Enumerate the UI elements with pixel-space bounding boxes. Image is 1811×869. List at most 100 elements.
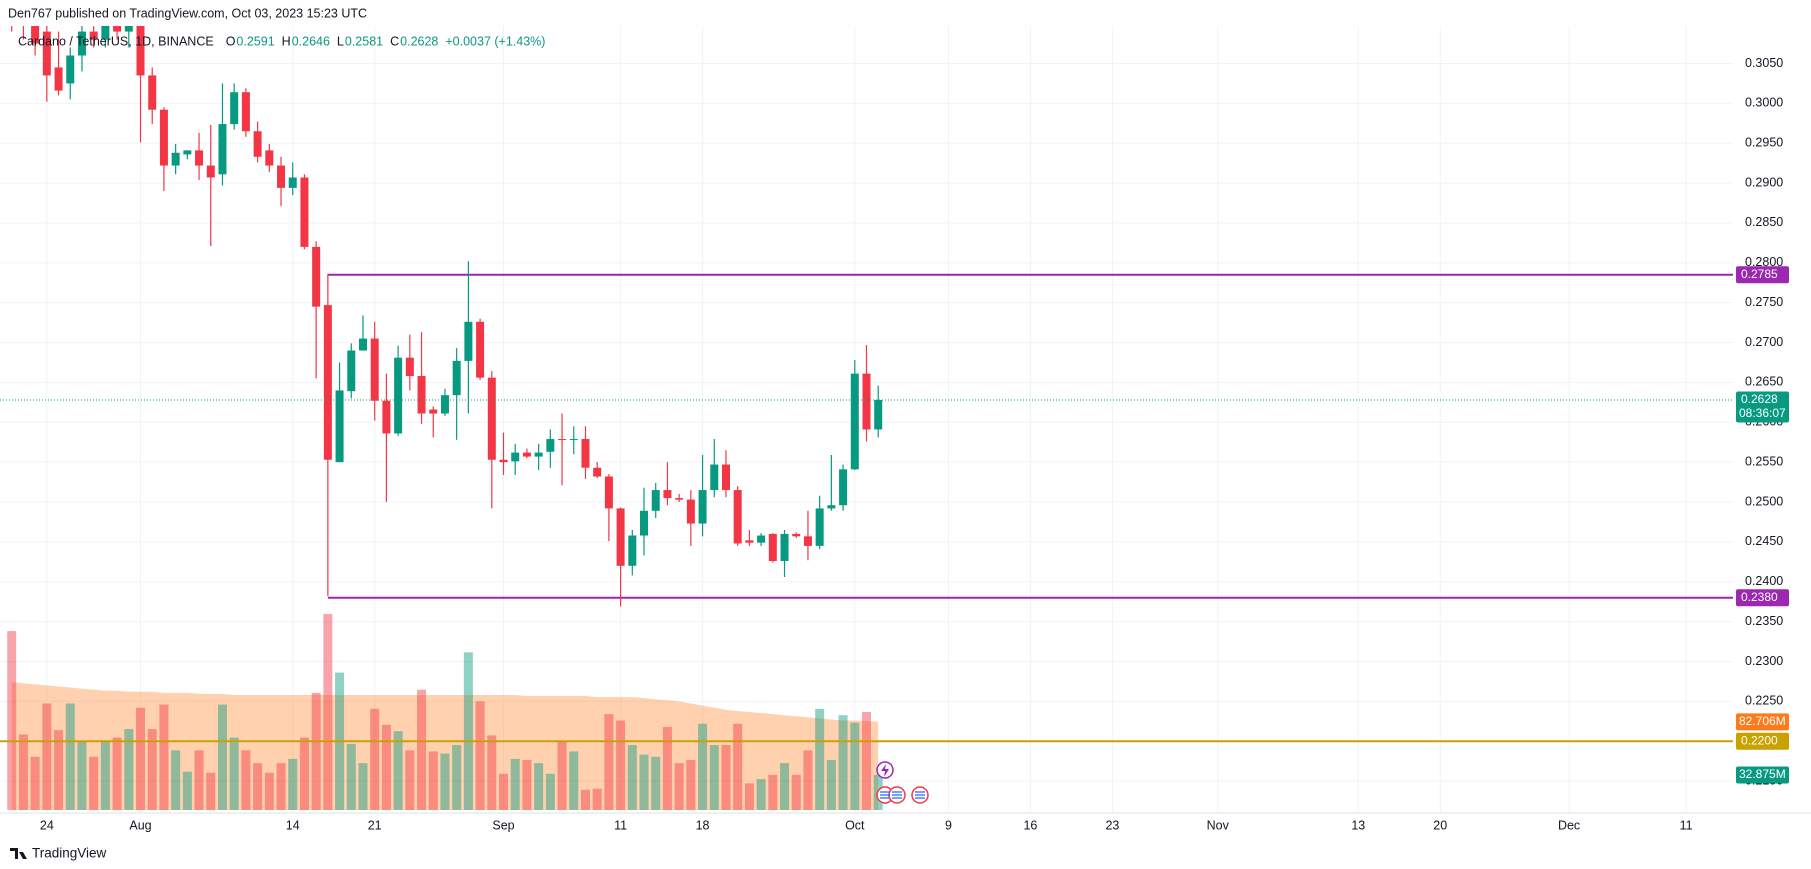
- volume-bar: [698, 723, 708, 810]
- candle-body: [335, 390, 344, 463]
- event-icon-glyph: [881, 764, 889, 777]
- x-tick-label: Nov: [1207, 818, 1230, 832]
- event-icon-glyph: [880, 791, 925, 799]
- candle-body: [850, 373, 859, 470]
- candle-body: [124, 26, 133, 32]
- candle-body: [101, 26, 110, 40]
- candle-body: [394, 357, 403, 434]
- candle-body: [241, 92, 250, 132]
- y-tick-label: 0.2900: [1745, 175, 1783, 189]
- legend-text: 0.2591: [236, 34, 274, 48]
- volume-bar: [299, 737, 309, 810]
- candle-body: [113, 26, 122, 32]
- candle-body: [499, 459, 508, 463]
- candle-body: [511, 452, 520, 462]
- volume-bar: [77, 741, 87, 810]
- candles: [0, 26, 1733, 607]
- y-tick-label: 0.2550: [1745, 454, 1783, 468]
- candle-body: [862, 373, 871, 430]
- candle-body: [148, 75, 157, 110]
- volume-bar: [463, 652, 473, 810]
- legend-text: L: [337, 34, 344, 48]
- volume-bar: [253, 763, 263, 810]
- volume-bar: [323, 614, 333, 810]
- volume-ma-label-box: [1736, 713, 1789, 731]
- volume-bar: [651, 756, 661, 810]
- volume-bar: [42, 703, 52, 810]
- candle-body: [464, 321, 473, 361]
- volume-bar: [370, 708, 380, 810]
- x-tick-label: 11: [614, 818, 627, 832]
- y-tick-label: 0.2750: [1745, 295, 1783, 309]
- volume-bar: [569, 751, 579, 810]
- candle-body: [405, 357, 414, 377]
- y-tick-label: 0.2700: [1745, 335, 1783, 349]
- legend-text: O: [226, 34, 236, 48]
- candle-body: [312, 246, 321, 307]
- candle-body: [300, 177, 309, 247]
- y-tick-label: 0.2450: [1745, 534, 1783, 548]
- candle-body: [792, 533, 801, 537]
- volume-bar: [440, 753, 450, 810]
- candle-body: [581, 439, 590, 468]
- candle-body: [382, 400, 391, 434]
- volume-bar: [311, 692, 321, 810]
- volume-bar: [522, 759, 532, 810]
- candle-body: [710, 464, 719, 491]
- header: Den767 published on TradingView.com, Oct…: [8, 6, 545, 48]
- publish-header: Den767 published on TradingView.com, Oct…: [8, 6, 367, 20]
- volume-bar: [862, 712, 871, 810]
- legend-text: 0.2646: [292, 34, 330, 48]
- x-tick-label: 20: [1433, 818, 1447, 832]
- volume-bar: [112, 737, 122, 810]
- x-tick-label: Aug: [129, 818, 151, 832]
- candle-body: [347, 350, 356, 392]
- volume-bar: [229, 737, 239, 810]
- candle-body: [218, 124, 227, 175]
- candle-body: [815, 508, 824, 546]
- volume-bar: [159, 704, 169, 810]
- volume-pane: [7, 614, 883, 810]
- volume-bar: [768, 774, 778, 810]
- candle-body: [522, 452, 531, 457]
- y-tick-label: 0.2800: [1745, 255, 1783, 269]
- volume-bar: [627, 745, 637, 810]
- x-tick-label: 9: [945, 818, 952, 832]
- volume-bar: [428, 751, 438, 810]
- volume-bar: [264, 772, 274, 810]
- volume-bar: [358, 763, 368, 810]
- candle-body: [803, 536, 812, 546]
- y-tick-label: 0.2300: [1745, 654, 1783, 668]
- level-label: 0.2200: [1741, 733, 1778, 747]
- volume-bar: [288, 758, 298, 810]
- levels: [0, 273, 1733, 743]
- candle-body: [323, 305, 332, 460]
- candle-body: [604, 476, 613, 509]
- candle-body: [89, 31, 98, 40]
- volume-bar: [733, 723, 743, 810]
- x-tick-label: 11: [1680, 818, 1693, 832]
- volume-bar: [850, 722, 860, 810]
- candle-body: [733, 490, 742, 544]
- candle-body: [183, 150, 192, 155]
- candle-body: [31, 26, 40, 44]
- volume-bar: [838, 715, 848, 810]
- volume-bar: [393, 731, 403, 810]
- volume-bar: [30, 756, 40, 810]
- candle-body: [757, 535, 766, 543]
- x-tick-label: 13: [1351, 818, 1365, 832]
- candle-body: [651, 490, 660, 511]
- volume-bar: [65, 703, 75, 810]
- candle-body: [136, 26, 145, 76]
- volume-bar: [756, 779, 766, 810]
- volume-bar: [686, 759, 696, 810]
- axes: 24Aug1421Sep1118Oct91623Nov1320Dec110.21…: [40, 56, 1789, 832]
- candle-body: [42, 31, 51, 76]
- y-tick-label: 0.2850: [1745, 215, 1783, 229]
- volume-bar: [826, 759, 836, 810]
- logo-icon: [10, 848, 27, 859]
- volume-bar: [100, 741, 110, 810]
- volume-bar: [89, 756, 99, 810]
- volume-bar: [791, 774, 801, 810]
